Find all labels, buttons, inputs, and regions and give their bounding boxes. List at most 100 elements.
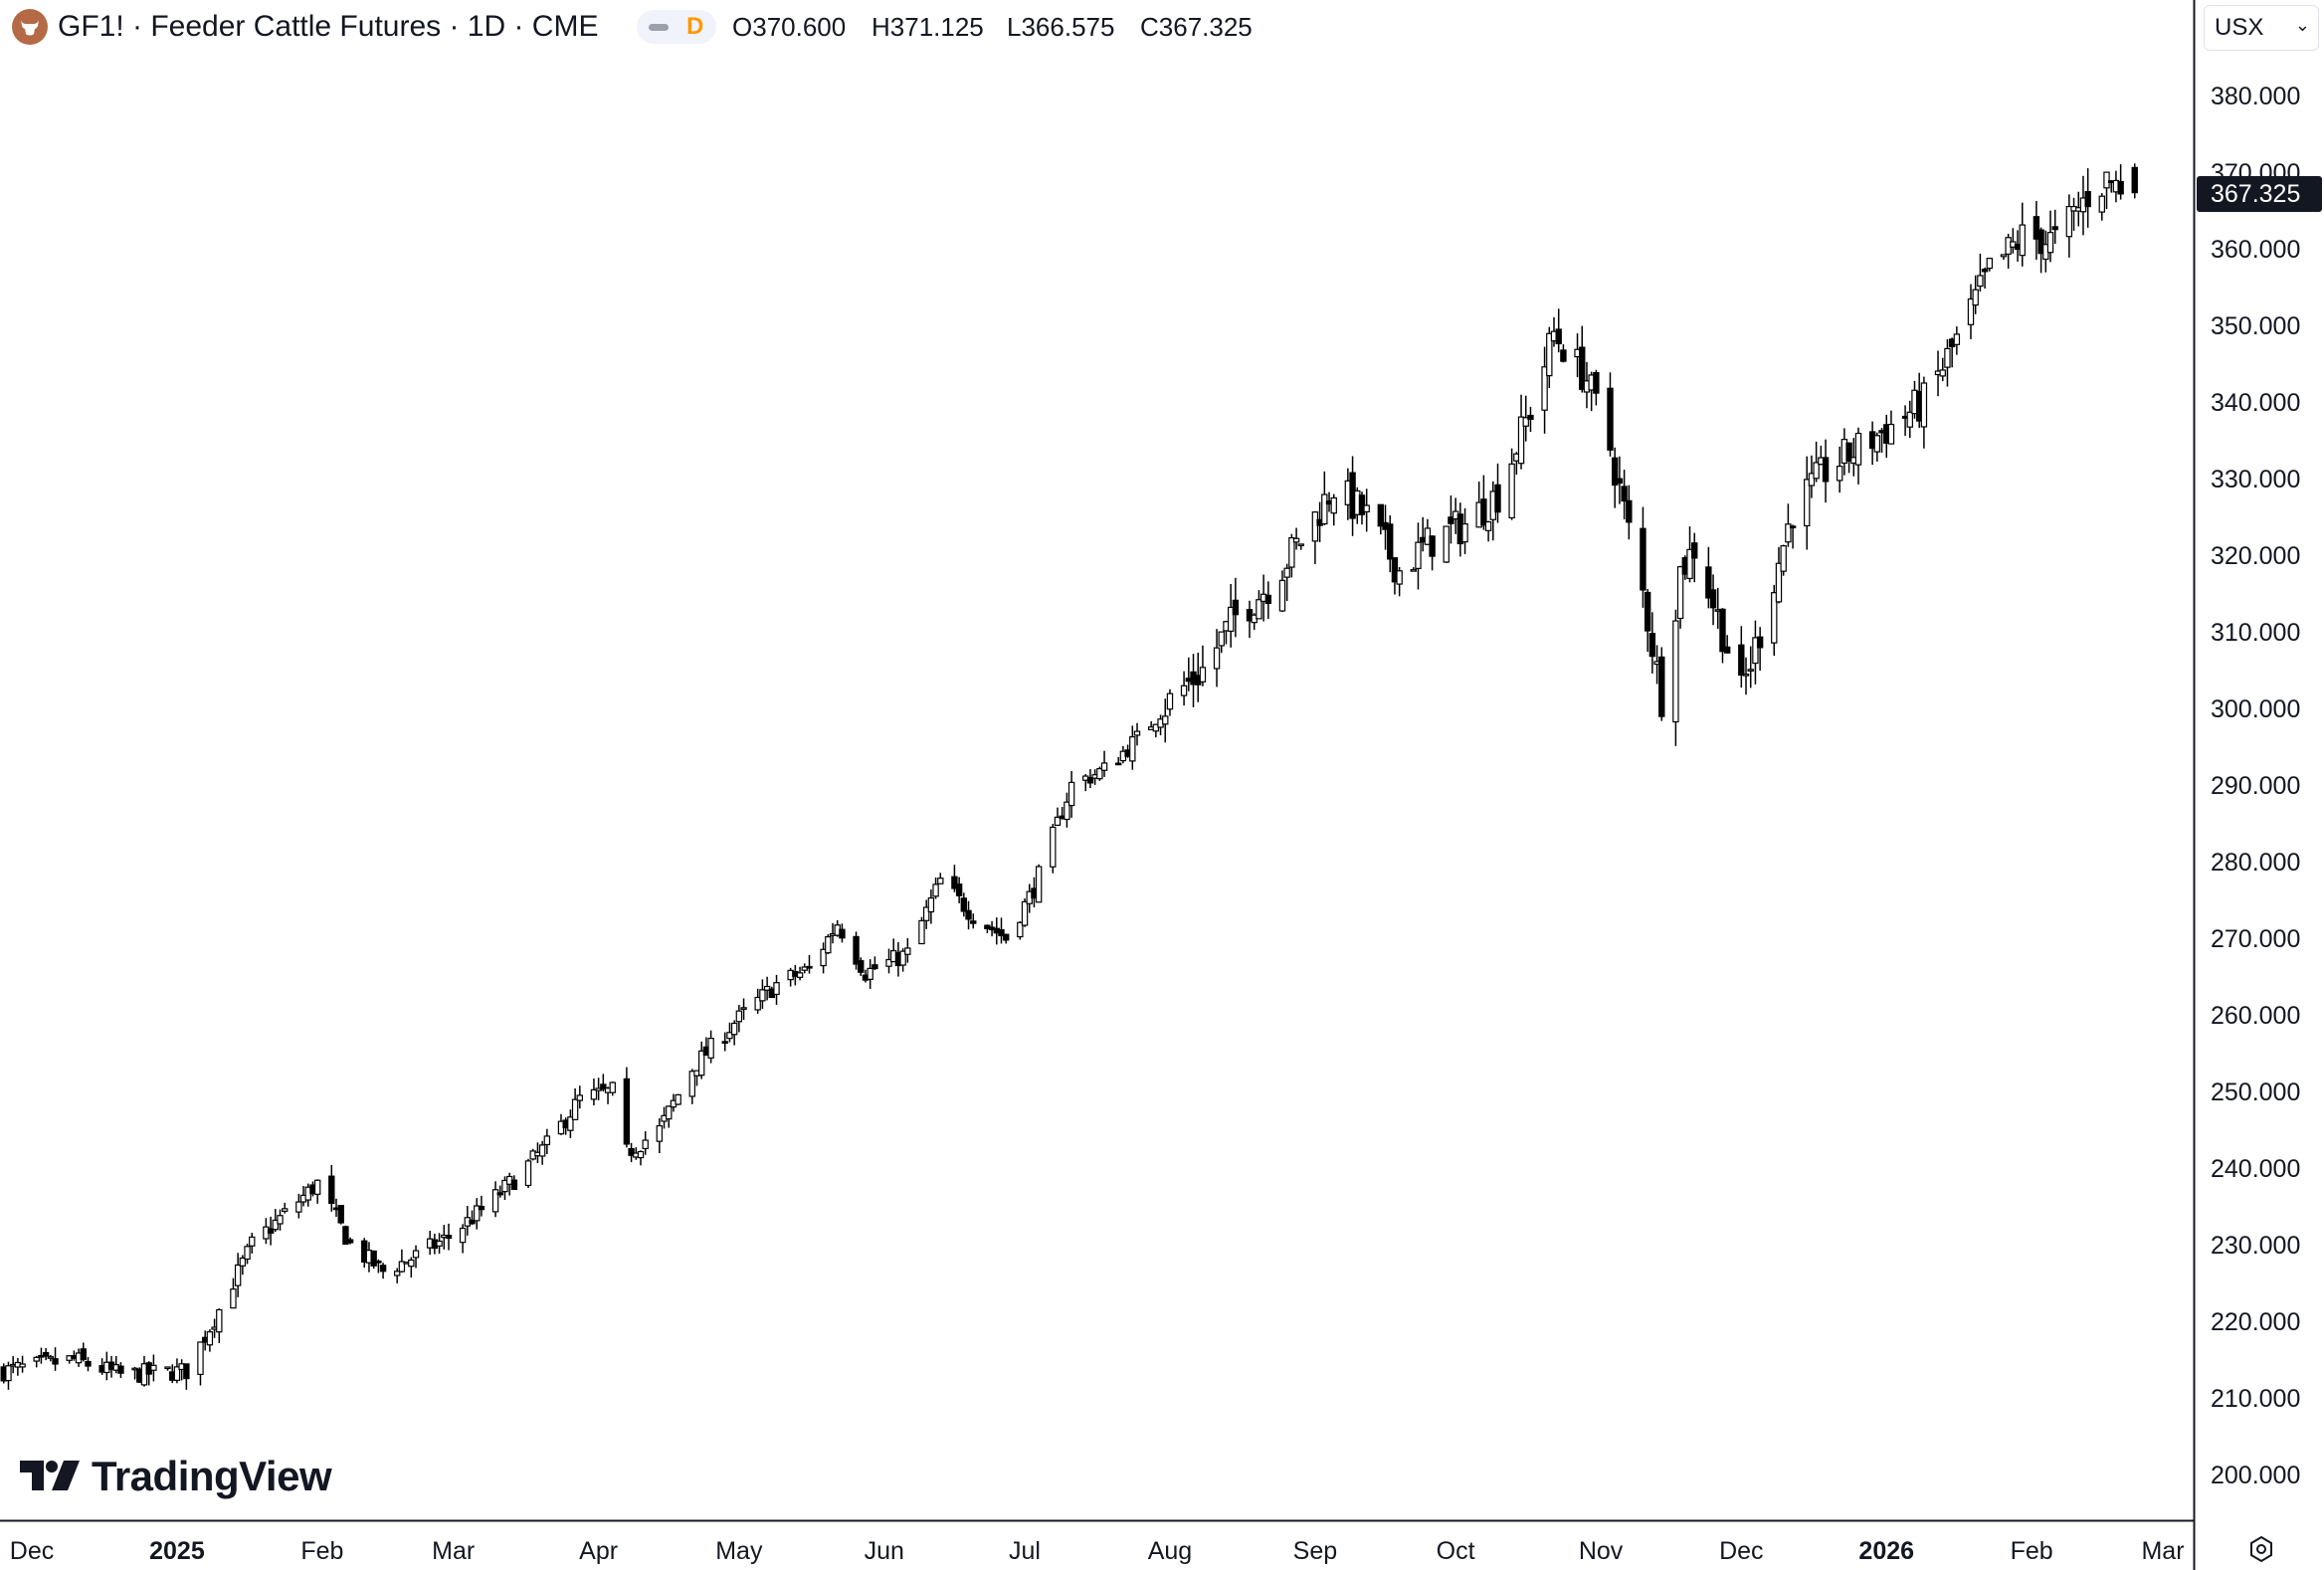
- candle-body: [337, 1205, 344, 1224]
- candle-body: [1560, 349, 1567, 362]
- y-tick-label: 330.000: [2211, 466, 2300, 493]
- candle-body: [970, 920, 977, 924]
- candle-body: [1967, 297, 1975, 325]
- x-tick-label: Sep: [1293, 1537, 1337, 1565]
- candle-body: [52, 1358, 59, 1365]
- candle-body: [1546, 332, 1553, 377]
- bull-icon[interactable]: [12, 9, 48, 45]
- candle-body: [2033, 216, 2040, 240]
- candle-body: [1278, 579, 1286, 612]
- candle-body: [904, 947, 911, 955]
- candle-body: [656, 1124, 664, 1142]
- candle-body: [1705, 566, 1712, 599]
- candle-body: [1611, 457, 1619, 487]
- y-tick-label: 310.000: [2211, 619, 2300, 647]
- currency-label: USX: [2215, 14, 2264, 41]
- candle-body: [1953, 333, 1961, 345]
- candle-body: [1377, 503, 1385, 527]
- candle-body: [628, 1147, 635, 1156]
- tradingview-watermark: TradingView: [92, 1453, 332, 1499]
- candle-body: [1981, 269, 1989, 273]
- candle-body: [1939, 369, 1946, 377]
- candle-body: [342, 1226, 349, 1246]
- candle-body: [1658, 656, 1665, 717]
- y-tick-label: 290.000: [2211, 772, 2300, 800]
- candle-body: [885, 958, 892, 967]
- x-tick-label: Aug: [1148, 1537, 1192, 1565]
- candle-body: [1747, 669, 1754, 672]
- candle-body: [1166, 692, 1174, 710]
- candle-body: [576, 1094, 584, 1101]
- candle-body: [230, 1288, 237, 1309]
- candle-body: [47, 1356, 55, 1359]
- candle-body: [150, 1364, 157, 1371]
- candle-body: [1311, 511, 1319, 542]
- x-tick-label: Nov: [1579, 1537, 1624, 1565]
- candle-body: [571, 1098, 579, 1120]
- candle-body: [1789, 525, 1797, 529]
- candle-body: [1644, 591, 1651, 632]
- settings-icon[interactable]: [2246, 1534, 2276, 1564]
- candle-body: [637, 1150, 645, 1159]
- candle-body: [478, 1205, 485, 1211]
- candle-body: [1494, 484, 1501, 513]
- candle-body: [1804, 479, 1811, 527]
- x-tick-label: May: [715, 1537, 763, 1565]
- currency-selector[interactable]: USX ⌄: [2204, 5, 2319, 51]
- tradingview-logo-icon: [20, 1461, 80, 1490]
- candle-body: [1129, 736, 1136, 762]
- candle-body: [1785, 523, 1792, 543]
- candle-body: [1555, 328, 1562, 345]
- candle-body: [398, 1261, 406, 1273]
- x-tick-label: Mar: [2141, 1537, 2184, 1565]
- candle-body: [1054, 816, 1062, 827]
- last-price-value: 367.325: [2211, 180, 2301, 208]
- candle-body: [1448, 516, 1454, 524]
- candle-body: [1527, 414, 1534, 420]
- interval-badge[interactable]: D: [637, 10, 716, 44]
- candle-body: [2065, 205, 2073, 238]
- candle-body: [1283, 567, 1290, 578]
- x-tick-label: 2025: [149, 1537, 205, 1565]
- candle-body: [858, 960, 865, 973]
- y-tick-label: 340.000: [2211, 389, 2300, 417]
- candle-body: [277, 1215, 284, 1225]
- candle-body: [1771, 592, 1778, 644]
- candle-body: [927, 896, 935, 913]
- candle-body: [216, 1308, 223, 1333]
- candle-body: [773, 982, 780, 996]
- candle-body: [965, 909, 972, 920]
- candle-body: [600, 1083, 607, 1090]
- y-tick-label: 220.000: [2211, 1308, 2300, 1336]
- candle-body: [249, 1236, 256, 1247]
- candle-body: [375, 1261, 382, 1264]
- candle-body: [1920, 382, 1928, 428]
- candle-body: [1719, 608, 1726, 653]
- candle-body: [899, 950, 906, 966]
- candle-body: [1752, 637, 1759, 665]
- candle-body: [19, 1363, 26, 1368]
- candle-body: [1775, 562, 1783, 603]
- candle-body: [459, 1227, 467, 1244]
- candle-body: [1756, 636, 1764, 649]
- candle-body: [1972, 289, 1979, 306]
- candle-body: [1180, 685, 1188, 696]
- candle-body: [801, 966, 808, 971]
- ohlc-high: H371.125: [872, 12, 984, 42]
- x-tick-label: Mar: [432, 1537, 475, 1565]
- candle-body: [1808, 473, 1816, 487]
- symbol-title[interactable]: GF1! · Feeder Cattle Futures · 1D · CME: [58, 10, 599, 43]
- interval-badge-label: D: [686, 13, 704, 40]
- candle-body: [1297, 543, 1304, 547]
- last-price-label: 367.325: [2197, 176, 2322, 212]
- y-tick-label: 280.000: [2211, 849, 2300, 877]
- candle-body: [1461, 523, 1468, 543]
- candle-body: [567, 1116, 574, 1131]
- candle-body: [2131, 166, 2138, 194]
- candle-body: [1199, 667, 1207, 683]
- candle-body: [922, 906, 930, 921]
- candle-body: [721, 1041, 728, 1044]
- candle-body: [2084, 190, 2091, 208]
- candle-body: [839, 928, 846, 939]
